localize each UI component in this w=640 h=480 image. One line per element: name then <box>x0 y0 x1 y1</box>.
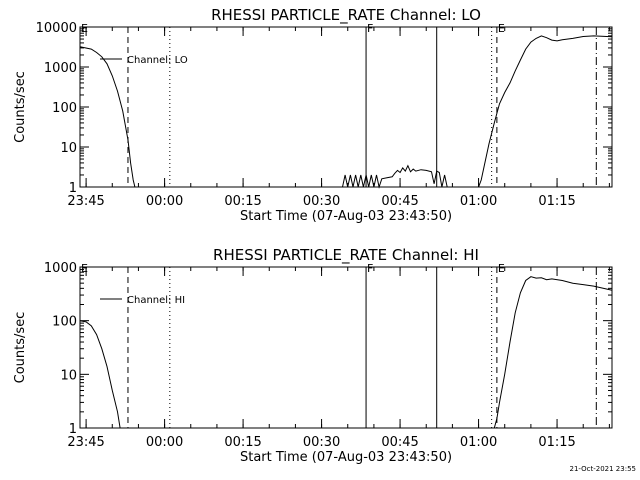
plot-frame <box>79 26 613 188</box>
series-line-1-segment-2 <box>342 164 448 189</box>
plot-frame <box>79 266 613 429</box>
chart-title: RHESSI PARTICLE_RATE Channel: LO <box>211 6 481 25</box>
x-tick-label: 00:30 <box>303 194 340 209</box>
event-marker-label: E <box>498 262 505 275</box>
y-tick-label: 10 <box>60 141 77 156</box>
series-line-1-segment-2 <box>493 276 613 429</box>
series-line-1-segment-1 <box>79 46 136 188</box>
y-tick-label: 1 <box>69 181 77 196</box>
event-marker-label: E <box>498 22 505 35</box>
x-tick-label: 00:00 <box>146 194 183 209</box>
y-axis-label: Counts/sec <box>13 312 28 384</box>
y-tick-label: 1 <box>69 422 77 437</box>
y-tick-label: 10000 <box>36 21 77 36</box>
y-axis-label: Counts/sec <box>13 71 28 143</box>
x-tick-label: 00:15 <box>224 435 261 450</box>
y-tick-label: 1000 <box>44 261 77 276</box>
chart-title: RHESSI PARTICLE_RATE Channel: HI <box>213 246 479 265</box>
x-tick-label: 00:30 <box>303 435 340 450</box>
event-marker-label: F <box>367 262 373 275</box>
series-line-1-segment-1 <box>79 320 121 429</box>
chart-panel-2: RHESSI PARTICLE_RATE Channel: HI Start Ti… <box>13 246 613 465</box>
x-tick-label: 23:45 <box>67 435 104 450</box>
y-tick-label: 100 <box>52 101 77 116</box>
x-tick-label: 23:45 <box>67 194 104 209</box>
x-tick-label: 01:00 <box>460 194 497 209</box>
legend-label: Channel: LO <box>127 55 188 66</box>
x-tick-label: 01:00 <box>460 435 497 450</box>
footer-timestamp: 21-Oct-2021 23:55 <box>569 465 636 473</box>
chart-panel-1: RHESSI PARTICLE_RATE Channel: LO Start Ti… <box>13 6 613 224</box>
y-tick-label: 100 <box>52 315 77 330</box>
series-line-1-segment-3 <box>478 35 613 188</box>
legend-label: Channel: HI <box>127 295 185 306</box>
x-axis-label: Start Time (07-Aug-03 23:43:50) <box>240 450 452 465</box>
y-tick-label: 10 <box>60 368 77 383</box>
x-axis-label: Start Time (07-Aug-03 23:43:50) <box>240 209 452 224</box>
x-tick-label: 00:45 <box>381 435 418 450</box>
x-tick-label: 00:45 <box>381 194 418 209</box>
x-tick-label: 01:15 <box>538 435 575 450</box>
x-tick-label: 01:15 <box>538 194 575 209</box>
event-marker-label: E <box>81 262 88 275</box>
event-marker-label: F <box>367 22 373 35</box>
y-tick-label: 1000 <box>44 61 77 76</box>
x-tick-label: 00:15 <box>224 194 261 209</box>
event-marker-label: E <box>81 22 88 35</box>
x-tick-label: 00:00 <box>146 435 183 450</box>
